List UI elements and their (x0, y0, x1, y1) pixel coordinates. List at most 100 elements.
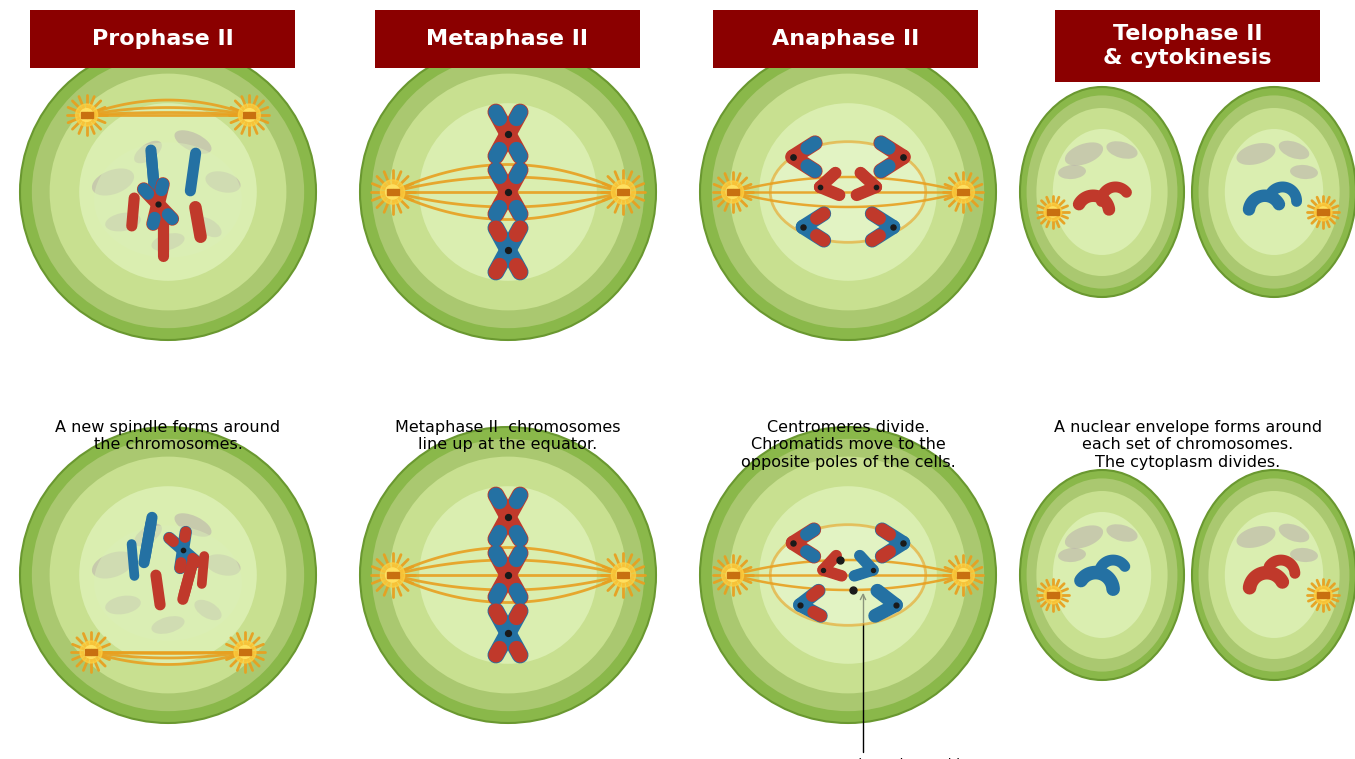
Text: Metaphase II: Metaphase II (427, 29, 588, 49)
Ellipse shape (1037, 491, 1168, 659)
Ellipse shape (1053, 512, 1152, 638)
Ellipse shape (1209, 108, 1340, 276)
Ellipse shape (92, 552, 134, 578)
Circle shape (957, 568, 970, 581)
Circle shape (243, 109, 256, 121)
Ellipse shape (50, 457, 286, 694)
Ellipse shape (1199, 96, 1350, 288)
Ellipse shape (360, 427, 656, 723)
Ellipse shape (206, 554, 241, 576)
Circle shape (1047, 590, 1058, 600)
Ellipse shape (31, 439, 304, 711)
Ellipse shape (1058, 165, 1085, 179)
Circle shape (234, 641, 256, 663)
Ellipse shape (1279, 524, 1309, 542)
Ellipse shape (93, 142, 243, 258)
Circle shape (76, 104, 98, 126)
FancyBboxPatch shape (713, 10, 978, 68)
Circle shape (84, 646, 98, 658)
Ellipse shape (759, 103, 936, 281)
Text: Sister chromatids
separate: Sister chromatids separate (850, 594, 966, 759)
Circle shape (617, 568, 630, 582)
Circle shape (1043, 203, 1061, 221)
Ellipse shape (701, 427, 996, 723)
Ellipse shape (106, 213, 141, 231)
Ellipse shape (390, 457, 626, 694)
Ellipse shape (152, 233, 184, 251)
Ellipse shape (1020, 470, 1184, 680)
FancyBboxPatch shape (375, 10, 640, 68)
Circle shape (381, 563, 405, 587)
Ellipse shape (1065, 525, 1103, 549)
Ellipse shape (194, 600, 222, 620)
FancyBboxPatch shape (30, 10, 295, 68)
Circle shape (381, 180, 405, 204)
Ellipse shape (134, 524, 161, 546)
Ellipse shape (729, 457, 966, 694)
Text: A nuclear envelope forms around
each set of chromosomes.
The cytoplasm divides.: A nuclear envelope forms around each set… (1054, 420, 1322, 470)
Ellipse shape (206, 172, 241, 193)
Circle shape (957, 186, 970, 198)
Circle shape (238, 646, 252, 658)
Text: Metaphase II  chromosomes
line up at the equator.: Metaphase II chromosomes line up at the … (396, 420, 621, 452)
Circle shape (617, 185, 630, 199)
Ellipse shape (152, 616, 184, 634)
Ellipse shape (1058, 548, 1085, 562)
Ellipse shape (1020, 87, 1184, 297)
Circle shape (1318, 590, 1328, 600)
Ellipse shape (1290, 165, 1318, 179)
Ellipse shape (31, 56, 304, 328)
Circle shape (611, 563, 635, 587)
Ellipse shape (770, 524, 925, 625)
Ellipse shape (371, 56, 644, 328)
Ellipse shape (729, 74, 966, 310)
Ellipse shape (1065, 143, 1103, 165)
Ellipse shape (360, 44, 656, 340)
Ellipse shape (1290, 548, 1318, 562)
Ellipse shape (134, 140, 161, 163)
Circle shape (726, 568, 738, 581)
Ellipse shape (79, 487, 257, 664)
Ellipse shape (1225, 512, 1324, 638)
Ellipse shape (1237, 143, 1275, 165)
Ellipse shape (1192, 87, 1355, 297)
Ellipse shape (1027, 96, 1177, 288)
Ellipse shape (1279, 140, 1309, 159)
Ellipse shape (1027, 478, 1177, 672)
Circle shape (722, 181, 744, 203)
Ellipse shape (50, 74, 286, 310)
Ellipse shape (1237, 526, 1275, 548)
Circle shape (386, 568, 400, 582)
Ellipse shape (371, 439, 644, 711)
Ellipse shape (20, 427, 316, 723)
Ellipse shape (390, 74, 626, 310)
Circle shape (953, 564, 974, 586)
Text: Centromeres divide.
Chromatids move to the
opposite poles of the cells.: Centromeres divide. Chromatids move to t… (741, 420, 955, 470)
Circle shape (722, 564, 744, 586)
Ellipse shape (419, 487, 596, 664)
Ellipse shape (194, 217, 222, 238)
Ellipse shape (1037, 108, 1168, 276)
Ellipse shape (1107, 524, 1138, 542)
Circle shape (611, 180, 635, 204)
Ellipse shape (1225, 129, 1324, 255)
Ellipse shape (711, 439, 984, 711)
Ellipse shape (759, 487, 936, 664)
Ellipse shape (92, 168, 134, 196)
Ellipse shape (175, 513, 211, 537)
Text: Prophase II: Prophase II (92, 29, 233, 49)
Circle shape (1318, 207, 1328, 217)
Text: Anaphase II: Anaphase II (772, 29, 919, 49)
Ellipse shape (1107, 141, 1138, 159)
Circle shape (238, 104, 260, 126)
Ellipse shape (770, 142, 925, 242)
Circle shape (386, 185, 400, 199)
Text: Telophase II
& cytokinesis: Telophase II & cytokinesis (1103, 24, 1272, 68)
Ellipse shape (175, 131, 211, 154)
Circle shape (1047, 207, 1058, 217)
Circle shape (953, 181, 974, 203)
Ellipse shape (1209, 491, 1340, 659)
Ellipse shape (701, 44, 996, 340)
Ellipse shape (20, 44, 316, 340)
Text: A new spindle forms around
the chromosomes.: A new spindle forms around the chromosom… (56, 420, 280, 452)
